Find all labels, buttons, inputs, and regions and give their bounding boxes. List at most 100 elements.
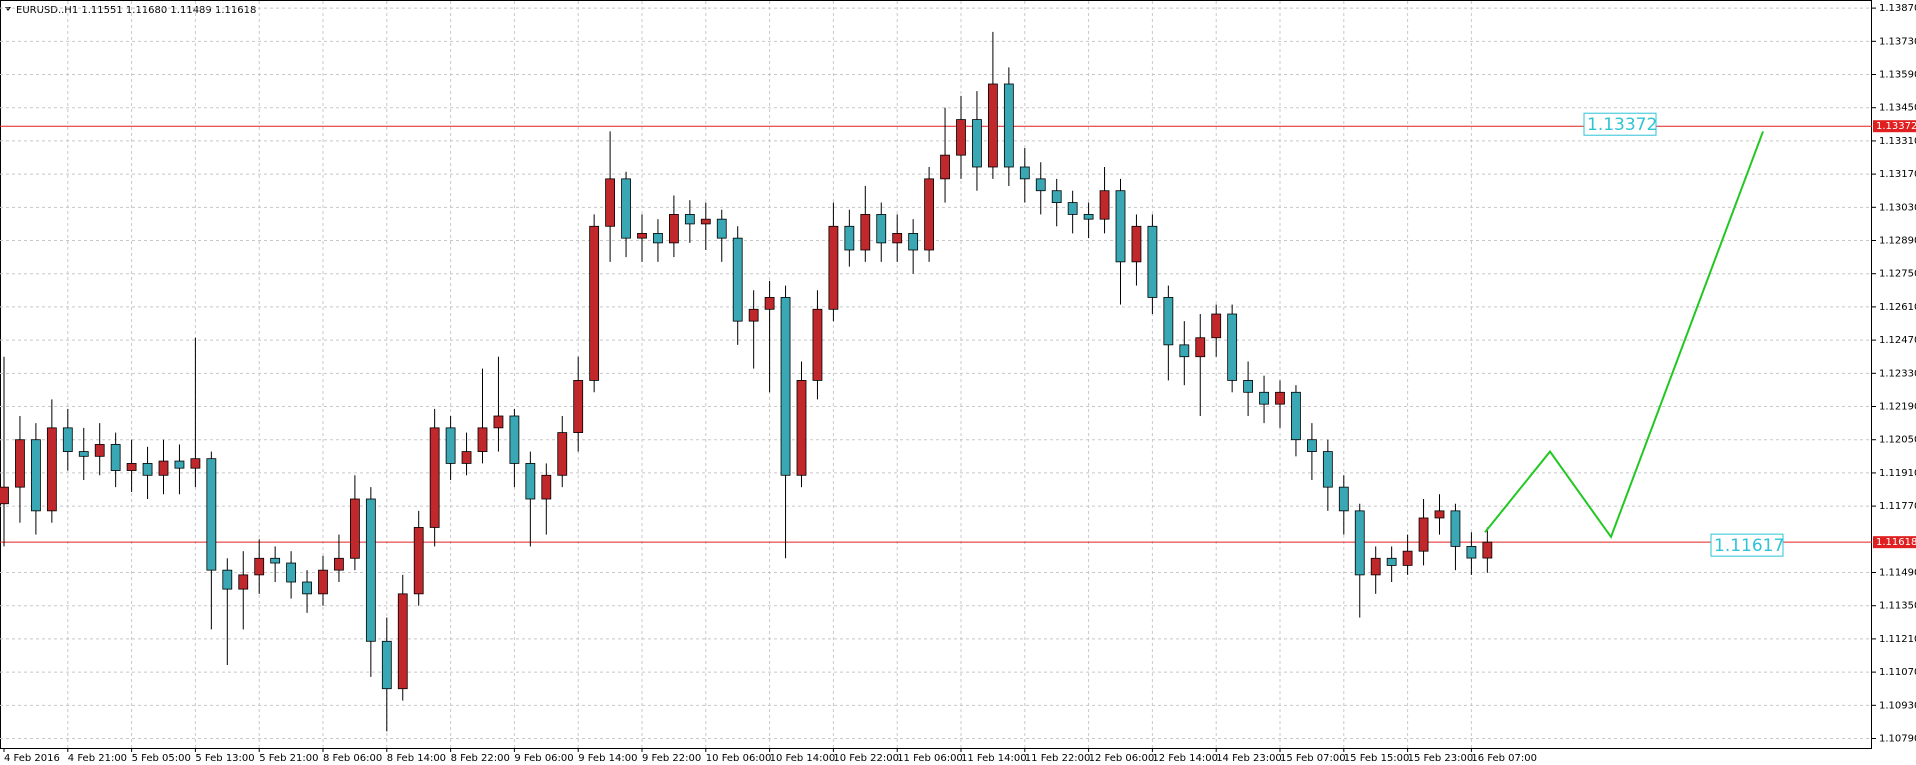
candle-body (1482, 541, 1493, 559)
candle-body (1291, 391, 1301, 441)
candle-body (589, 225, 600, 381)
candle-body (716, 218, 727, 239)
y-tick-label: 1.12050 (1879, 435, 1916, 446)
x-tick-label: 10 Feb 22:00 (833, 753, 899, 764)
candle-body (142, 463, 153, 476)
x-tick-label: 12 Feb 06:00 (1089, 753, 1155, 764)
candle-body (509, 415, 520, 464)
price-label: 1.11618 (1876, 537, 1916, 548)
candle-body (429, 427, 440, 528)
candle-body (828, 225, 839, 310)
y-tick-label: 1.11770 (1879, 501, 1916, 512)
y-tick-label: 1.12330 (1879, 368, 1916, 379)
y-tick-label: 1.13030 (1879, 202, 1916, 213)
candle-body (15, 439, 25, 488)
candle-body (748, 308, 759, 322)
x-tick-label: 15 Feb 07:00 (1280, 753, 1346, 764)
candle-body (1163, 297, 1174, 346)
x-tick-label: 15 Feb 23:00 (1408, 753, 1474, 764)
candle-body (1099, 190, 1110, 220)
chart-title: EURUSD..H1 1.11551 1.11680 1.11489 1.116… (16, 5, 256, 16)
x-tick-label: 4 Feb 21:00 (68, 753, 127, 764)
x-tick-label: 8 Feb 22:00 (451, 753, 510, 764)
candle-body (780, 297, 791, 476)
candle-body (477, 427, 488, 452)
candle-body (796, 380, 807, 476)
candle-body (908, 232, 919, 251)
candle-body (732, 237, 743, 322)
x-tick-label: 10 Feb 14:00 (770, 753, 836, 764)
candle-body (1370, 557, 1381, 576)
x-tick-label: 11 Feb 14:00 (961, 753, 1027, 764)
candle-body (1275, 391, 1285, 405)
candle-body (1418, 517, 1429, 552)
candle-body (700, 218, 711, 225)
candle-body (413, 527, 424, 595)
candle-body (1147, 225, 1158, 298)
candle-body (0, 486, 9, 505)
y-tick-label: 1.12610 (1879, 302, 1916, 313)
candle-body (637, 232, 647, 239)
grid (0, 1, 1872, 748)
candle-body (286, 562, 297, 583)
candle-body (1434, 510, 1445, 519)
candle-body (1338, 486, 1349, 512)
y-tick-label: 1.13590 (1879, 70, 1916, 81)
candle-body (493, 415, 504, 429)
candle-body (1354, 510, 1365, 576)
candle-body (1003, 83, 1014, 168)
plot-frame (0, 0, 1872, 749)
candle-body (94, 444, 105, 457)
candle-body (860, 214, 871, 251)
y-tick-label: 1.12750 (1879, 269, 1916, 280)
annotation: 1.13372 (1587, 115, 1657, 135)
candle-body (190, 458, 201, 469)
candle-body (381, 640, 392, 690)
y-tick-label: 1.13310 (1879, 136, 1916, 147)
x-tick-label: 5 Feb 21:00 (259, 753, 318, 764)
y-tick-label: 1.11070 (1879, 667, 1916, 678)
x-tick-label: 9 Feb 22:00 (642, 753, 701, 764)
candle-body (1322, 451, 1333, 488)
candle-body (1450, 510, 1461, 547)
x-tick-label: 8 Feb 06:00 (323, 753, 382, 764)
candle-body (46, 427, 57, 512)
candle-body (988, 83, 998, 168)
candle-body (1179, 344, 1190, 358)
candle-body (525, 463, 536, 500)
candle-body (110, 444, 121, 471)
x-tick-label: 12 Feb 14:00 (1152, 753, 1218, 764)
candle-body (445, 427, 456, 464)
annotation: 1.11617 (1714, 536, 1784, 556)
candle-body (318, 569, 328, 595)
candle-body (653, 232, 663, 244)
candle-body (1386, 557, 1397, 566)
y-tick-label: 1.11490 (1879, 568, 1916, 579)
candle-body (764, 297, 775, 310)
candle-body (334, 557, 344, 571)
candle-body (924, 178, 934, 251)
candle-body (972, 119, 982, 168)
candle-body (174, 460, 185, 469)
candle-body (254, 557, 265, 576)
candle-body (1083, 214, 1094, 220)
candle-body (669, 214, 679, 244)
candle-body (684, 214, 695, 225)
x-tick-label: 4 Feb 2016 (4, 753, 60, 764)
y-tick-label: 1.12470 (1879, 335, 1916, 346)
x-tick-label: 9 Feb 14:00 (578, 753, 637, 764)
candle-body (349, 498, 360, 559)
x-tick-label: 5 Feb 13:00 (195, 753, 254, 764)
candle-body (158, 460, 169, 476)
y-tick-label: 1.13450 (1879, 103, 1916, 114)
annotation-box (1583, 112, 1657, 136)
candle-body (397, 593, 408, 690)
y-tick-label: 1.11350 (1879, 601, 1916, 612)
candle-body (1035, 178, 1046, 192)
candle-body (1307, 439, 1317, 452)
candle-body (621, 178, 631, 239)
candle-body (1195, 337, 1206, 358)
candle-body (30, 439, 41, 512)
x-tick-label: 11 Feb 22:00 (1025, 753, 1091, 764)
